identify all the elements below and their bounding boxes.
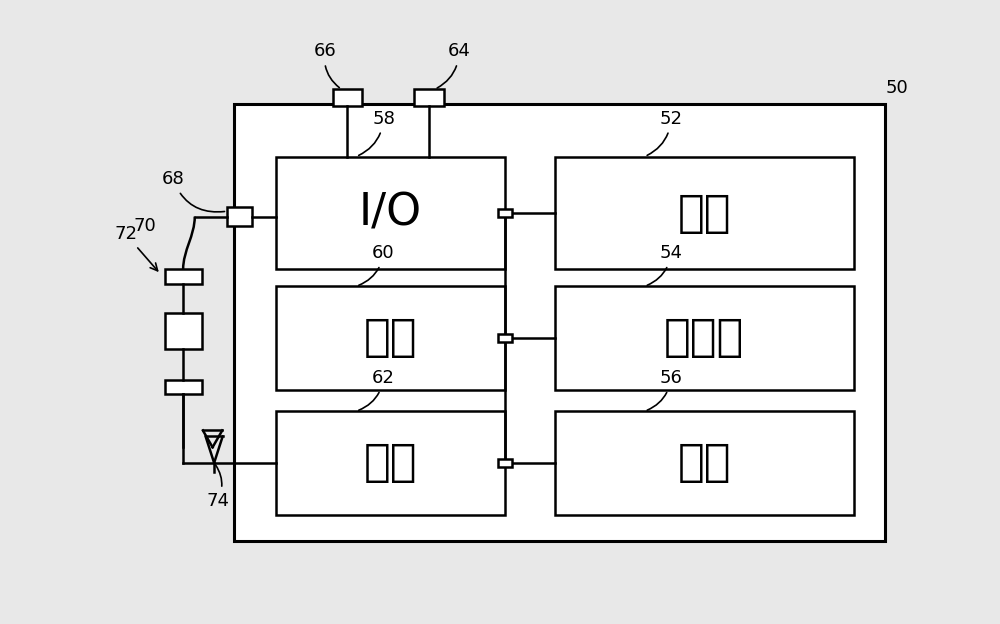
Text: 治疗: 治疗 (364, 316, 417, 359)
Text: 52: 52 (647, 110, 683, 155)
Bar (276, 411, 505, 515)
Text: 56: 56 (647, 369, 682, 410)
Text: 通信: 通信 (364, 441, 417, 484)
Bar (498, 334, 512, 343)
Bar (165, 270, 202, 284)
Bar (276, 157, 505, 270)
Text: 60: 60 (359, 244, 395, 285)
Text: 64: 64 (437, 42, 470, 88)
Bar (555, 157, 854, 270)
Bar (498, 208, 512, 217)
Text: I/O: I/O (359, 192, 422, 235)
Bar (555, 411, 854, 515)
Bar (555, 286, 854, 389)
Text: 存储器: 存储器 (664, 316, 744, 359)
Text: 72: 72 (114, 225, 158, 271)
Text: 62: 62 (359, 369, 395, 410)
Bar (276, 286, 505, 389)
Text: 68: 68 (162, 170, 225, 212)
Bar (234, 104, 885, 541)
Text: 54: 54 (647, 244, 683, 285)
Text: 处理: 处理 (678, 192, 731, 235)
Text: 50: 50 (886, 79, 909, 97)
Text: 58: 58 (359, 110, 395, 155)
Bar (227, 208, 252, 226)
Bar (333, 89, 362, 106)
Bar (498, 459, 512, 467)
Bar (165, 313, 202, 349)
Bar (414, 89, 444, 106)
Bar (165, 380, 202, 394)
Text: 70: 70 (133, 217, 156, 235)
Text: 66: 66 (314, 42, 339, 87)
Text: 电源: 电源 (678, 441, 731, 484)
Text: 74: 74 (206, 465, 229, 510)
